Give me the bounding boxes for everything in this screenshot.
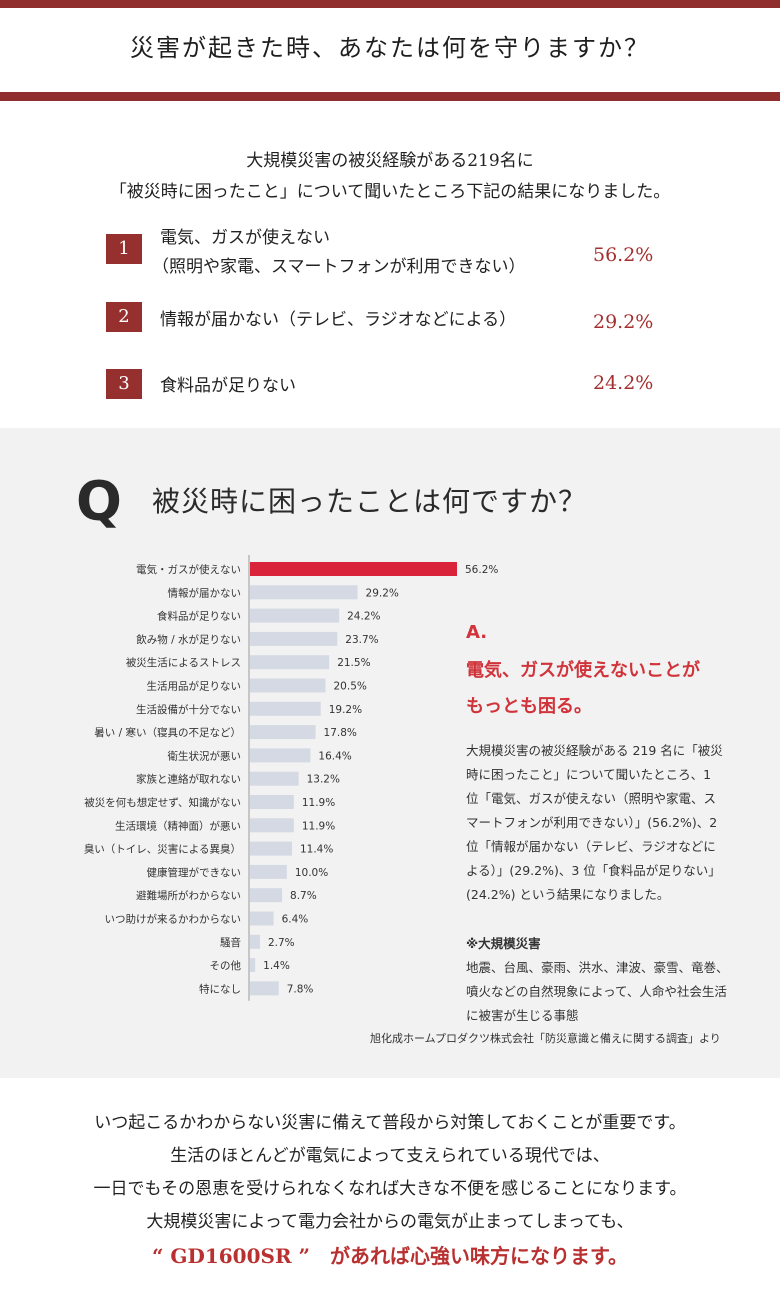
chart-bar: [250, 771, 299, 786]
question-letter: Q: [76, 470, 122, 533]
answer-body-line: マートフォンが利用できない）」(56.2%)、2: [466, 815, 718, 830]
chart-category-label: 衛生状況が悪い: [168, 749, 242, 762]
chart-value-label: 16.4%: [318, 750, 351, 762]
chart-category-label: 避難場所がわからない: [136, 889, 241, 902]
closing-line-2: 生活のほとんどが電気によって支えられている現代では、: [170, 1146, 610, 1166]
rank-1-line-1: 電気、ガスが使えない: [160, 228, 330, 248]
header-rule: [0, 92, 780, 101]
chart-bar: [250, 818, 294, 833]
rank-3-percent: 24.2%: [593, 372, 654, 394]
chart-bar: [250, 958, 256, 973]
bar-chart: 電気・ガスが使えない 56.2% 情報が届かない 29.2% 食料品が足りない 24.2%…: [84, 555, 498, 1001]
chart-category-label: 被災を何も想定せず、知識がない: [84, 796, 241, 809]
chart-category-label: 生活環境（精神面）が悪い: [115, 819, 241, 832]
chart-value-label: 56.2%: [465, 564, 498, 576]
chart-bar: [250, 795, 294, 809]
intro-line-2: 「被災時に困ったこと」について聞いたところ下記の結果になりました。: [109, 182, 671, 202]
chart-value-label: 7.8%: [287, 983, 314, 995]
source-credit: 旭化成ホームプロダクツ株式会社「防災意識と備えに関する調査」より: [370, 1032, 721, 1045]
chart-value-label: 29.2%: [366, 587, 399, 599]
chart-category-label: 電気・ガスが使えない: [136, 563, 241, 576]
chart-category-label: いつ助けが来るかわからない: [105, 913, 242, 926]
answer-headline-1: 電気、ガスが使えないことが: [466, 660, 700, 681]
note-heading: ※大規模災害: [466, 936, 541, 951]
chart-category-label: 特になし: [199, 983, 241, 995]
answer-body-line: 位「情報が届かない（テレビ、ラジオなどに: [466, 839, 716, 854]
page-title: 災害が起きた時、あなたは何を守りますか？: [130, 34, 650, 62]
note-body-line: 地震、台風、豪雨、洪水、津波、豪雪、竜巻、: [466, 960, 729, 975]
chart-category-label: 健康管理ができない: [147, 866, 242, 879]
rank-2-percent: 29.2%: [593, 311, 654, 333]
chart-category-label: 臭い（トイレ、災害による異臭）: [84, 843, 241, 856]
question-title: 被災時に困ったことは何ですか？: [152, 485, 588, 518]
answer-body-line: (24.2%) という結果になりました。: [466, 887, 670, 902]
chart-category-label: 生活用品が足りない: [147, 680, 242, 693]
chart-bar: [250, 748, 311, 763]
rank-1-percent: 56.2%: [593, 244, 654, 266]
answer-headline-2: もっとも困る。: [466, 696, 592, 717]
chart-category-label: 被災生活によるストレス: [126, 656, 241, 669]
chart-category-label: 生活設備が十分でない: [136, 703, 241, 716]
answer-label: A.: [466, 622, 488, 643]
chart-value-label: 19.2%: [329, 704, 362, 716]
chart-bar: [250, 678, 326, 693]
top-accent-bar: [0, 0, 780, 8]
answer-body-line: よる）」(29.2%)、3 位「食料品が足りない」: [466, 863, 721, 878]
chart-bar: [250, 864, 287, 879]
note-body-line: に被害が生じる事態: [466, 1008, 579, 1023]
chart-bar: [250, 888, 283, 903]
chart-bar: [250, 725, 316, 740]
chart-value-label: 11.9%: [302, 820, 335, 832]
rank-2-line-1: 情報が届かない（テレビ、ラジオなどによる）: [160, 310, 517, 330]
chart-value-label: 17.8%: [324, 727, 357, 739]
chart-bar: [250, 701, 321, 716]
chart-bar: [250, 608, 340, 623]
chart-category-label: その他: [210, 959, 242, 972]
chart-category-label: 情報が届かない: [168, 586, 242, 599]
closing-line-1: いつ起こるかわからない災害に備えて普段から対策しておくことが重要です。: [94, 1113, 686, 1133]
chart-value-label: 2.7%: [268, 937, 295, 949]
chart-category-label: 食料品が足りない: [157, 610, 241, 623]
chart-bar: [250, 631, 338, 646]
chart-bar: [250, 934, 260, 949]
chart-value-label: 20.5%: [334, 681, 367, 693]
answer-body-line: 時に困ったこと」について聞いたところ、1: [466, 767, 712, 782]
closing-product-message: “ GD1600SR ” があれば心強い味方になります。: [151, 1244, 629, 1268]
rank-badge-3: 3: [106, 369, 142, 399]
chart-category-label: 騒音: [220, 936, 241, 949]
answer-body-line: 大規模災害の被災経験がある 219 名に「被災: [466, 743, 723, 758]
chart-value-label: 11.4%: [300, 844, 333, 856]
chart-value-label: 10.0%: [295, 867, 328, 879]
chart-bar: [250, 655, 330, 670]
rank-3-line-1: 食料品が足りない: [160, 376, 296, 396]
chart-value-label: 6.4%: [282, 914, 309, 926]
chart-category-label: 飲み物 / 水が足りない: [136, 633, 241, 646]
chart-bar: [250, 841, 292, 856]
chart-bar: [250, 585, 358, 600]
closing-line-4: 大規模災害によって電力会社からの電気が止まってしまっても、: [146, 1212, 634, 1232]
chart-bar: [250, 911, 274, 926]
chart-value-label: 8.7%: [290, 890, 317, 902]
chart-value-label: 23.7%: [345, 634, 378, 646]
closing-line-3: 一日でもその恩恵を受けられなくなれば大きな不便を感じることになります。: [93, 1179, 687, 1199]
chart-value-label: 21.5%: [337, 657, 370, 669]
chart-value-label: 11.9%: [302, 797, 335, 809]
answer-body-line: 位「電気、ガスが使えない（照明や家電、ス: [466, 791, 717, 806]
intro-line-1: 大規模災害の被災経験がある219名に: [246, 151, 534, 171]
rank-badge-1: 1: [106, 234, 142, 264]
chart-category-label: 暑い / 寒い（寝具の不足など）: [94, 726, 241, 739]
chart-value-label: 1.4%: [263, 960, 290, 972]
rank-1-line-2: （照明や家電、スマートフォンが利用できない）: [152, 257, 526, 277]
chart-value-label: 13.2%: [307, 774, 340, 786]
chart-bar: [250, 562, 457, 576]
rank-badge-2: 2: [106, 302, 142, 332]
chart-category-label: 家族と連絡が取れない: [136, 773, 241, 786]
survey-panel: [0, 428, 780, 1078]
note-body-line: 噴火などの自然現象によって、人命や社会生活: [466, 984, 727, 999]
chart-bar: [250, 981, 279, 996]
chart-value-label: 24.2%: [347, 611, 380, 623]
